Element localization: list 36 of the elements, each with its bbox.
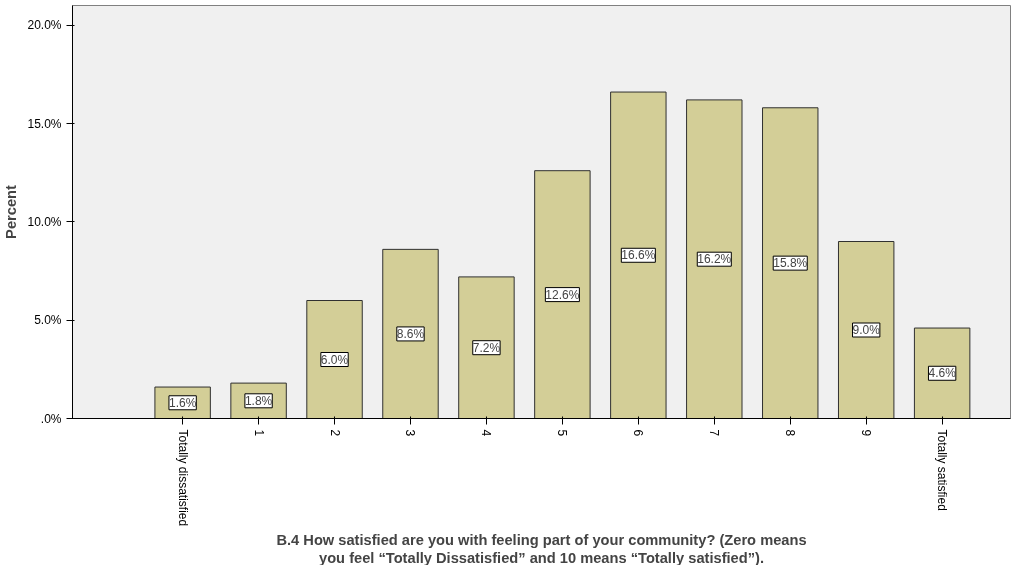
bar: [458, 276, 515, 419]
data-label: 15.8%: [773, 256, 808, 271]
x-tick-label: 1: [251, 429, 266, 437]
y-tick-label: 15.0%: [27, 116, 62, 131]
bar: [534, 170, 591, 419]
x-tick-label: 6: [631, 429, 646, 437]
data-label: 8.6%: [396, 326, 425, 341]
bar: [762, 107, 819, 419]
bar: [382, 248, 439, 419]
data-label: 7.2%: [472, 340, 501, 355]
x-tick-label: Totally satisfied: [935, 429, 950, 511]
x-tick-label: Totally dissatisfied: [175, 429, 190, 527]
y-tick-label: .0%: [40, 411, 62, 426]
data-label: 1.6%: [168, 395, 197, 410]
x-tick-label: 7: [707, 429, 722, 437]
data-label: 16.6%: [621, 248, 656, 263]
y-tick-label: 10.0%: [27, 214, 62, 229]
bar: [837, 241, 895, 419]
data-label: 6.0%: [320, 352, 349, 367]
bar: [913, 327, 971, 419]
x-axis-title: B.4 How satisfied are you with feeling part of your community? (Zero means you feel “Totally Dissatisfied” and 10 means “Totally satisfied”).: [276, 531, 807, 566]
data-label: 12.6%: [545, 287, 580, 302]
data-label: 1.8%: [244, 393, 273, 408]
x-tick-label: 4: [479, 429, 494, 437]
bar: [686, 99, 743, 419]
bar: [306, 300, 363, 419]
x-tick-label: 2: [327, 429, 342, 437]
y-axis-title: Percent: [3, 185, 20, 239]
bar: [610, 91, 667, 419]
data-label: 16.2%: [697, 252, 732, 267]
x-tick-label: 8: [783, 429, 798, 437]
y-tick-label: 20.0%: [27, 18, 62, 33]
x-tick-label: 3: [403, 429, 418, 437]
x-tick-label: 5: [555, 429, 570, 437]
x-tick-label: 9: [859, 429, 874, 437]
y-tick-label: 5.0%: [34, 313, 62, 328]
